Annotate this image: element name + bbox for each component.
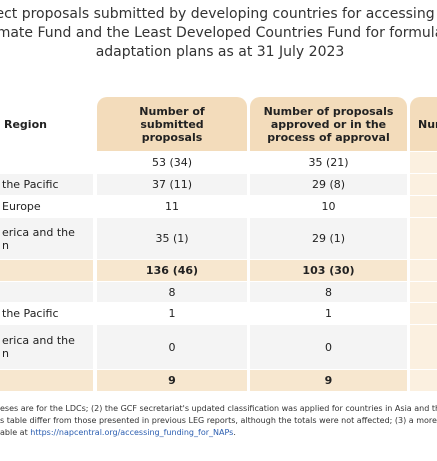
- value-cell: 8: [250, 282, 407, 302]
- region-cell: erica and the n: [0, 325, 93, 369]
- value-cell: 11: [97, 196, 247, 217]
- header-cell: Num: [410, 97, 437, 151]
- value-cell: 0: [250, 325, 407, 369]
- region-cell: [0, 282, 93, 302]
- header-cell: Number of submitted proposals: [97, 97, 247, 151]
- footnote-text: able at: [0, 428, 31, 437]
- header-cell: Number of proposals approved or in the p…: [250, 97, 407, 151]
- value-cell: [410, 174, 437, 195]
- region-cell: [0, 370, 93, 391]
- value-cell: 37 (11): [97, 174, 247, 195]
- title-line: ect proposals submitted by developing co…: [0, 6, 437, 22]
- value-cell: 0: [97, 325, 247, 369]
- value-cell: [410, 196, 437, 217]
- region-cell: [0, 260, 93, 281]
- footnote-line: s table differ from those presented in p…: [0, 416, 437, 425]
- title-line: mate Fund and the Least Developed Countr…: [0, 25, 437, 41]
- value-cell: 9: [97, 370, 247, 391]
- value-cell: 53 (34): [97, 152, 247, 173]
- header-cell: Region: [4, 117, 47, 131]
- footnote-line: able at https://napcentral.org/accessing…: [0, 428, 236, 437]
- value-cell: 103 (30): [250, 260, 407, 281]
- value-cell: 10: [250, 196, 407, 217]
- value-cell: [410, 152, 437, 173]
- value-cell: 9: [250, 370, 407, 391]
- value-cell: [410, 370, 437, 391]
- title-line: adaptation plans as at 31 July 2023: [95, 44, 345, 60]
- region-cell: the Pacific: [0, 303, 93, 324]
- footnote-line: eses are for the LDCs; (2) the GCF secre…: [0, 404, 437, 413]
- region-cell: [0, 152, 93, 173]
- value-cell: [410, 303, 437, 324]
- value-cell: [410, 282, 437, 302]
- value-cell: 29 (8): [250, 174, 407, 195]
- footnote-text: .: [233, 428, 236, 437]
- footnote-link[interactable]: https://napcentral.org/accessing_funding…: [30, 428, 234, 437]
- value-cell: 35 (21): [250, 152, 407, 173]
- value-cell: 136 (46): [97, 260, 247, 281]
- region-cell: the Pacific: [0, 174, 93, 195]
- value-cell: [410, 218, 437, 259]
- value-cell: [410, 325, 437, 369]
- value-cell: [410, 260, 437, 281]
- region-cell: Europe: [0, 196, 93, 217]
- value-cell: 1: [250, 303, 407, 324]
- value-cell: 29 (1): [250, 218, 407, 259]
- value-cell: 35 (1): [97, 218, 247, 259]
- value-cell: 1: [97, 303, 247, 324]
- region-cell: erica and the n: [0, 218, 93, 259]
- value-cell: 8: [97, 282, 247, 302]
